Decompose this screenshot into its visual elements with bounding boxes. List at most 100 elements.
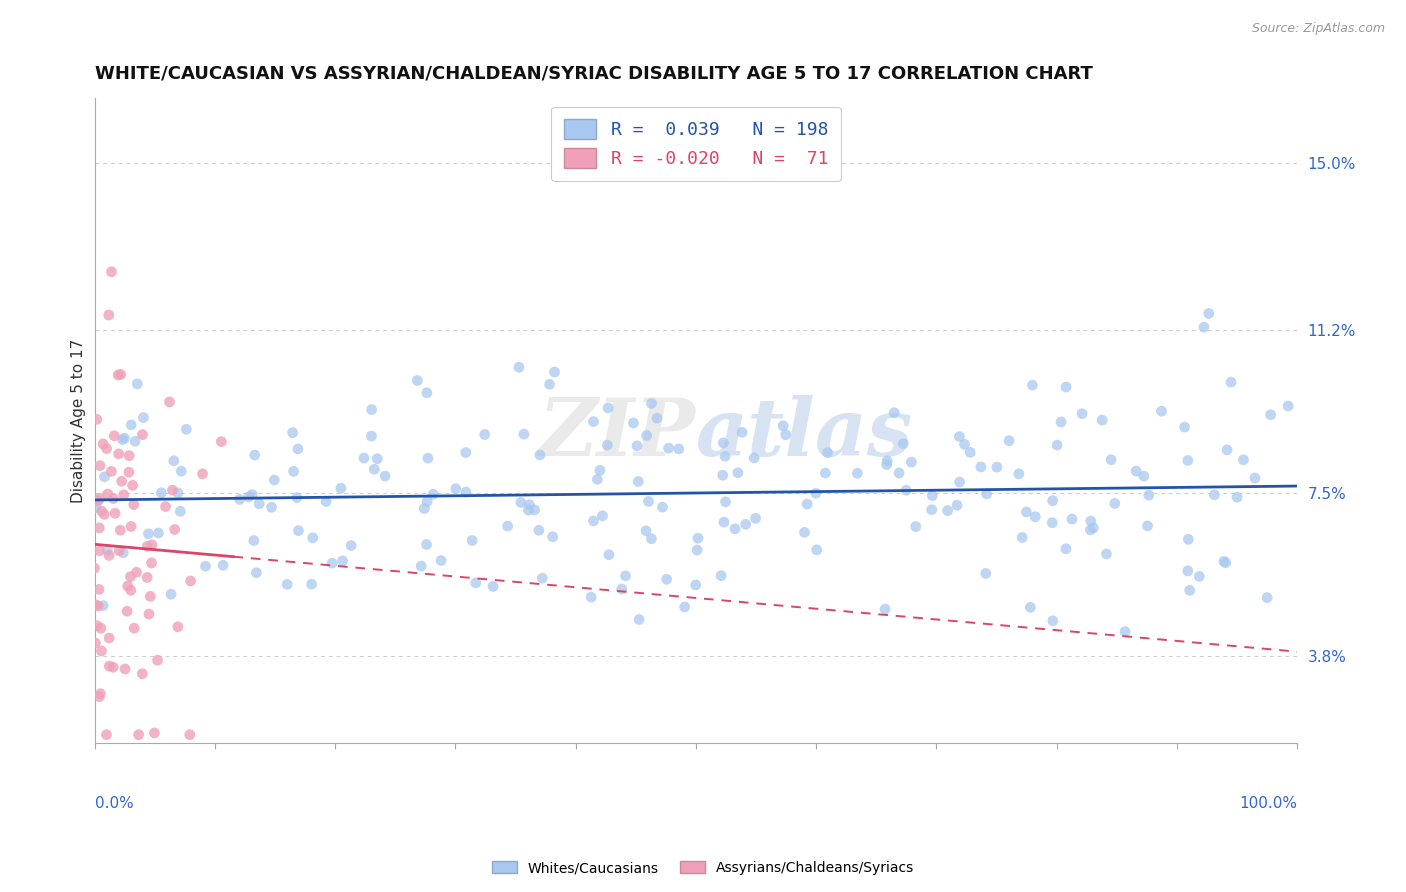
- Point: [1177, 564, 1199, 578]
- Point: [107, 368, 129, 382]
- Point: [626, 439, 648, 453]
- Point: [538, 377, 561, 392]
- Point: [263, 473, 285, 487]
- Point: [89, 687, 111, 701]
- Point: [628, 612, 651, 626]
- Point: [155, 500, 177, 514]
- Point: [84, 500, 107, 515]
- Point: [673, 599, 696, 614]
- Point: [287, 524, 309, 538]
- Point: [1050, 415, 1073, 429]
- Point: [1256, 591, 1278, 605]
- Point: [623, 416, 645, 430]
- Point: [301, 577, 323, 591]
- Point: [1011, 531, 1033, 545]
- Point: [166, 620, 188, 634]
- Point: [162, 483, 184, 497]
- Point: [281, 425, 304, 440]
- Point: [1136, 519, 1159, 533]
- Point: [772, 418, 794, 433]
- Point: [118, 465, 141, 479]
- Point: [283, 464, 305, 478]
- Point: [212, 558, 235, 573]
- Point: [1212, 554, 1234, 568]
- Point: [598, 548, 620, 562]
- Point: [86, 619, 108, 633]
- Point: [509, 495, 531, 509]
- Point: [589, 463, 612, 477]
- Point: [543, 365, 565, 379]
- Point: [710, 568, 733, 582]
- Legend: R =  0.039   N = 198, R = -0.020   N =  71: R = 0.039 N = 198, R = -0.020 N = 71: [551, 106, 841, 180]
- Point: [100, 265, 122, 279]
- Point: [686, 531, 709, 545]
- Point: [1095, 547, 1118, 561]
- Point: [240, 487, 263, 501]
- Point: [112, 488, 135, 502]
- Point: [91, 437, 114, 451]
- Point: [86, 412, 108, 426]
- Point: [103, 491, 125, 506]
- Point: [416, 494, 439, 508]
- Point: [454, 485, 477, 500]
- Point: [366, 451, 388, 466]
- Point: [108, 543, 131, 558]
- Point: [163, 523, 186, 537]
- Point: [714, 449, 737, 463]
- Point: [876, 454, 898, 468]
- Point: [1104, 496, 1126, 510]
- Point: [176, 422, 198, 436]
- Point: [143, 726, 166, 740]
- Point: [1192, 320, 1215, 334]
- Point: [430, 553, 453, 567]
- Point: [1060, 512, 1083, 526]
- Point: [921, 489, 943, 503]
- Point: [238, 490, 260, 504]
- Point: [579, 590, 602, 604]
- Point: [332, 554, 354, 568]
- Point: [482, 579, 505, 593]
- Point: [948, 475, 970, 489]
- Point: [1046, 438, 1069, 452]
- Point: [496, 519, 519, 533]
- Point: [247, 497, 270, 511]
- Point: [139, 590, 162, 604]
- Point: [87, 582, 110, 597]
- Point: [91, 599, 114, 613]
- Point: [1188, 569, 1211, 583]
- Point: [1220, 375, 1243, 389]
- Point: [461, 533, 484, 548]
- Point: [1114, 624, 1136, 639]
- Point: [243, 448, 266, 462]
- Point: [655, 572, 678, 586]
- Point: [1216, 442, 1239, 457]
- Point: [796, 497, 818, 511]
- Point: [98, 659, 121, 673]
- Point: [891, 437, 914, 451]
- Point: [1178, 583, 1201, 598]
- Point: [976, 487, 998, 501]
- Point: [513, 427, 536, 442]
- Point: [111, 475, 134, 489]
- Point: [998, 434, 1021, 448]
- Point: [406, 374, 429, 388]
- Point: [360, 429, 382, 443]
- Point: [146, 653, 169, 667]
- Point: [883, 406, 905, 420]
- Point: [970, 459, 993, 474]
- Point: [637, 494, 659, 508]
- Point: [315, 494, 337, 508]
- Point: [1054, 380, 1077, 394]
- Point: [1021, 378, 1043, 392]
- Point: [1071, 407, 1094, 421]
- Point: [415, 537, 437, 551]
- Point: [627, 475, 650, 489]
- Point: [96, 543, 118, 558]
- Point: [1125, 464, 1147, 478]
- Point: [1078, 523, 1101, 537]
- Point: [301, 531, 323, 545]
- Point: [87, 493, 110, 508]
- Point: [90, 621, 112, 635]
- Point: [1054, 541, 1077, 556]
- Point: [114, 662, 136, 676]
